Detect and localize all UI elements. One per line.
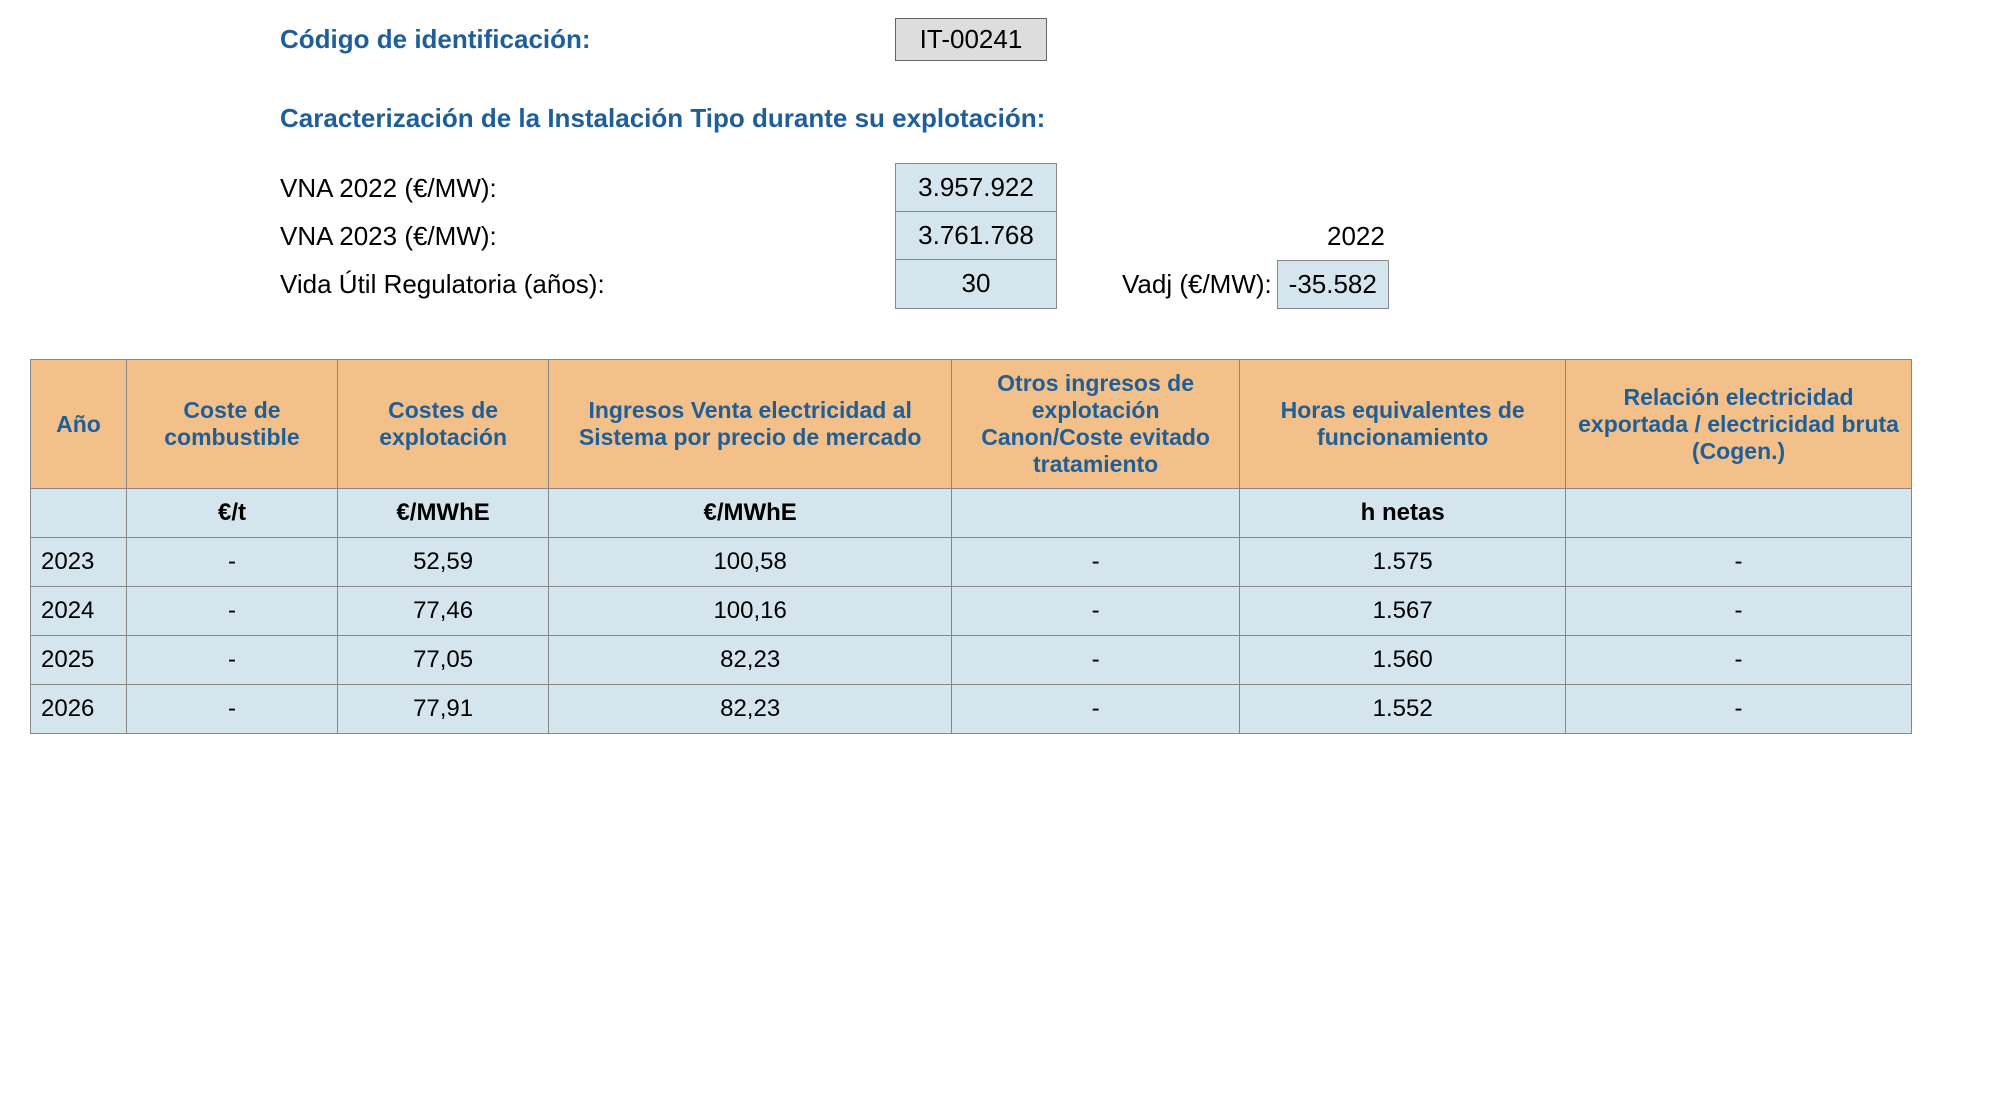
vna2022-label: VNA 2022 (€/MW): — [280, 164, 895, 212]
cell-ano: 2024 — [31, 587, 127, 636]
cell-horas: 1.567 — [1240, 587, 1566, 636]
th-horas: Horas equivalentes de funcionamiento — [1240, 360, 1566, 489]
cell-ano: 2026 — [31, 685, 127, 734]
table-row: 2024-77,46100,16-1.567- — [31, 587, 1912, 636]
cell-costes-expl: 52,59 — [338, 538, 549, 587]
unit-ingresos: €/MWhE — [549, 489, 952, 538]
cell-relacion: - — [1566, 636, 1912, 685]
vadj-year: 2022 — [1327, 212, 1385, 260]
table-row: 2025-77,0582,23-1.560- — [31, 636, 1912, 685]
cell-otros: - — [952, 538, 1240, 587]
cell-ingresos: 82,23 — [549, 685, 952, 734]
vadj-label: Vadj (€/MW): — [1122, 260, 1272, 309]
cell-horas: 1.575 — [1240, 538, 1566, 587]
unit-costes-expl: €/MWhE — [338, 489, 549, 538]
unit-horas: h netas — [1240, 489, 1566, 538]
cell-relacion: - — [1566, 538, 1912, 587]
caracterizacion-label: Caracterización de la Instalación Tipo d… — [280, 103, 1970, 134]
cell-coste-comb: - — [126, 587, 337, 636]
vna2023-label: VNA 2023 (€/MW): — [280, 212, 895, 260]
data-table: Año Coste de combustible Costes de explo… — [30, 359, 1912, 734]
th-otros: Otros ingresos de explotación Canon/Cost… — [952, 360, 1240, 489]
cell-costes-expl: 77,05 — [338, 636, 549, 685]
cell-horas: 1.552 — [1240, 685, 1566, 734]
codigo-value: IT-00241 — [895, 18, 1047, 61]
vida-label: Vida Útil Regulatoria (años): — [280, 260, 895, 309]
cell-ingresos: 100,58 — [549, 538, 952, 587]
cell-relacion: - — [1566, 587, 1912, 636]
unit-ano — [31, 489, 127, 538]
unit-coste-comb: €/t — [126, 489, 337, 538]
th-costes-expl: Costes de explotación — [338, 360, 549, 489]
table-row: 2026-77,9182,23-1.552- — [31, 685, 1912, 734]
vida-value: 30 — [895, 259, 1057, 309]
cell-horas: 1.560 — [1240, 636, 1566, 685]
cell-costes-expl: 77,91 — [338, 685, 549, 734]
cell-coste-comb: - — [126, 538, 337, 587]
th-ingresos: Ingresos Venta electricidad al Sistema p… — [549, 360, 952, 489]
vadj-value: -35.582 — [1277, 260, 1389, 309]
cell-otros: - — [952, 685, 1240, 734]
unit-relacion — [1566, 489, 1912, 538]
th-relacion: Relación electricidad exportada / electr… — [1566, 360, 1912, 489]
unit-otros — [952, 489, 1240, 538]
table-units-row: €/t €/MWhE €/MWhE h netas — [31, 489, 1912, 538]
table-header-row: Año Coste de combustible Costes de explo… — [31, 360, 1912, 489]
cell-costes-expl: 77,46 — [338, 587, 549, 636]
cell-otros: - — [952, 587, 1240, 636]
cell-ano: 2023 — [31, 538, 127, 587]
vna2023-value: 3.761.768 — [895, 211, 1057, 260]
cell-relacion: - — [1566, 685, 1912, 734]
cell-otros: - — [952, 636, 1240, 685]
th-coste-comb: Coste de combustible — [126, 360, 337, 489]
cell-ingresos: 82,23 — [549, 636, 952, 685]
table-row: 2023-52,59100,58-1.575- — [31, 538, 1912, 587]
cell-ingresos: 100,16 — [549, 587, 952, 636]
vna2022-value: 3.957.922 — [895, 163, 1057, 212]
cell-coste-comb: - — [126, 685, 337, 734]
cell-ano: 2025 — [31, 636, 127, 685]
th-ano: Año — [31, 360, 127, 489]
codigo-label: Código de identificación: — [280, 24, 895, 55]
cell-coste-comb: - — [126, 636, 337, 685]
